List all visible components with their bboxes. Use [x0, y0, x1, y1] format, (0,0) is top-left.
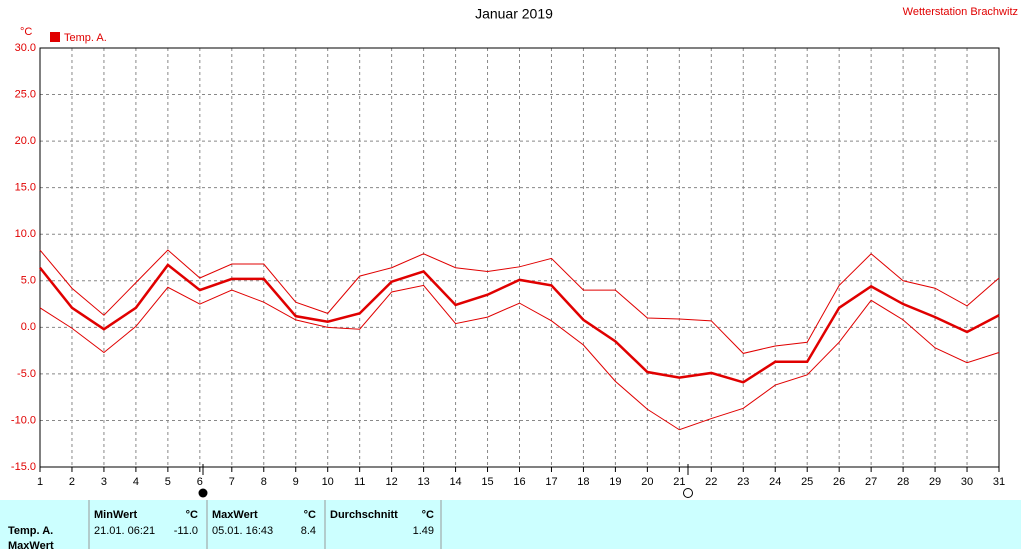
x-tick-label: 12: [386, 476, 398, 488]
x-tick-label: 21: [673, 476, 685, 488]
x-tick-label: 23: [737, 476, 749, 488]
x-tick-label: 5: [165, 476, 171, 488]
x-tick-label: 6: [197, 476, 203, 488]
y-tick-label: -10.0: [11, 414, 36, 426]
y-tick-label: 10.0: [15, 228, 36, 240]
x-tick-label: 30: [961, 476, 973, 488]
stats-panel: [0, 500, 1021, 549]
y-tick-label: -5.0: [17, 368, 36, 380]
stat-value: 21.01. 06:21: [94, 525, 155, 537]
x-tick-label: 4: [133, 476, 139, 488]
x-tick-label: 19: [609, 476, 621, 488]
x-tick-label: 2: [69, 476, 75, 488]
x-tick-label: 16: [513, 476, 525, 488]
x-tick-label: 10: [322, 476, 334, 488]
series-line: [39, 249, 1000, 354]
station: Wetterstation Brachwitz: [903, 6, 1018, 18]
y-tick-label: 20.0: [15, 135, 36, 147]
x-tick-label: 27: [865, 476, 877, 488]
x-tick-label: 15: [481, 476, 493, 488]
stat-header: MaxWert: [212, 509, 258, 521]
y-tick-label: 25.0: [15, 88, 36, 100]
x-tick-label: 7: [229, 476, 235, 488]
x-tick-label: 20: [641, 476, 653, 488]
x-tick-label: 17: [545, 476, 557, 488]
stat-value: 05.01. 16:43: [212, 525, 273, 537]
y-tick-label: 0.0: [21, 321, 36, 333]
stat-header: °C: [186, 509, 198, 521]
x-tick-label: 14: [449, 476, 461, 488]
x-tick-label: 22: [705, 476, 717, 488]
stat-label: MaxWert: [8, 540, 54, 549]
y-tick-label: 15.0: [15, 182, 36, 194]
x-tick-label: 18: [577, 476, 589, 488]
y-tick-label: 5.0: [21, 275, 36, 287]
x-tick-label: 3: [101, 476, 107, 488]
stat-value: 8.4: [301, 525, 316, 537]
stat-value: 1.49: [413, 525, 434, 537]
stat-value: -11.0: [174, 525, 198, 537]
x-tick-label: 26: [833, 476, 845, 488]
chart-title: Januar 2019: [475, 6, 553, 22]
stat-header: MinWert: [94, 509, 138, 521]
y-tick-label: -15.0: [11, 461, 36, 473]
stat-header: °C: [304, 509, 316, 521]
x-tick-label: 25: [801, 476, 813, 488]
stat-label: Temp. A.: [8, 525, 53, 537]
legend-swatch: [50, 32, 60, 42]
min-marker: [683, 488, 693, 498]
x-tick-label: 9: [293, 476, 299, 488]
stat-header: °C: [422, 509, 434, 521]
legend-label: Temp. A.: [64, 32, 107, 44]
max-marker: [198, 488, 208, 498]
y-tick-label: 30.0: [15, 42, 36, 54]
x-tick-label: 28: [897, 476, 909, 488]
x-tick-label: 13: [417, 476, 429, 488]
x-tick-label: 1: [37, 476, 43, 488]
plot-frame: [39, 47, 1000, 468]
x-tick-label: 24: [769, 476, 781, 488]
stat-header: Durchschnitt: [330, 509, 398, 521]
y-unit: °C: [20, 26, 32, 38]
series-line: [39, 263, 1000, 384]
x-tick-label: 11: [354, 476, 365, 488]
series-line: [39, 284, 1000, 431]
x-tick-label: 29: [929, 476, 941, 488]
x-tick-label: 31: [993, 476, 1005, 488]
x-tick-label: 8: [261, 476, 267, 488]
stats: MinWert °C MaxWert °C Durchschnitt °C Te…: [8, 500, 442, 549]
